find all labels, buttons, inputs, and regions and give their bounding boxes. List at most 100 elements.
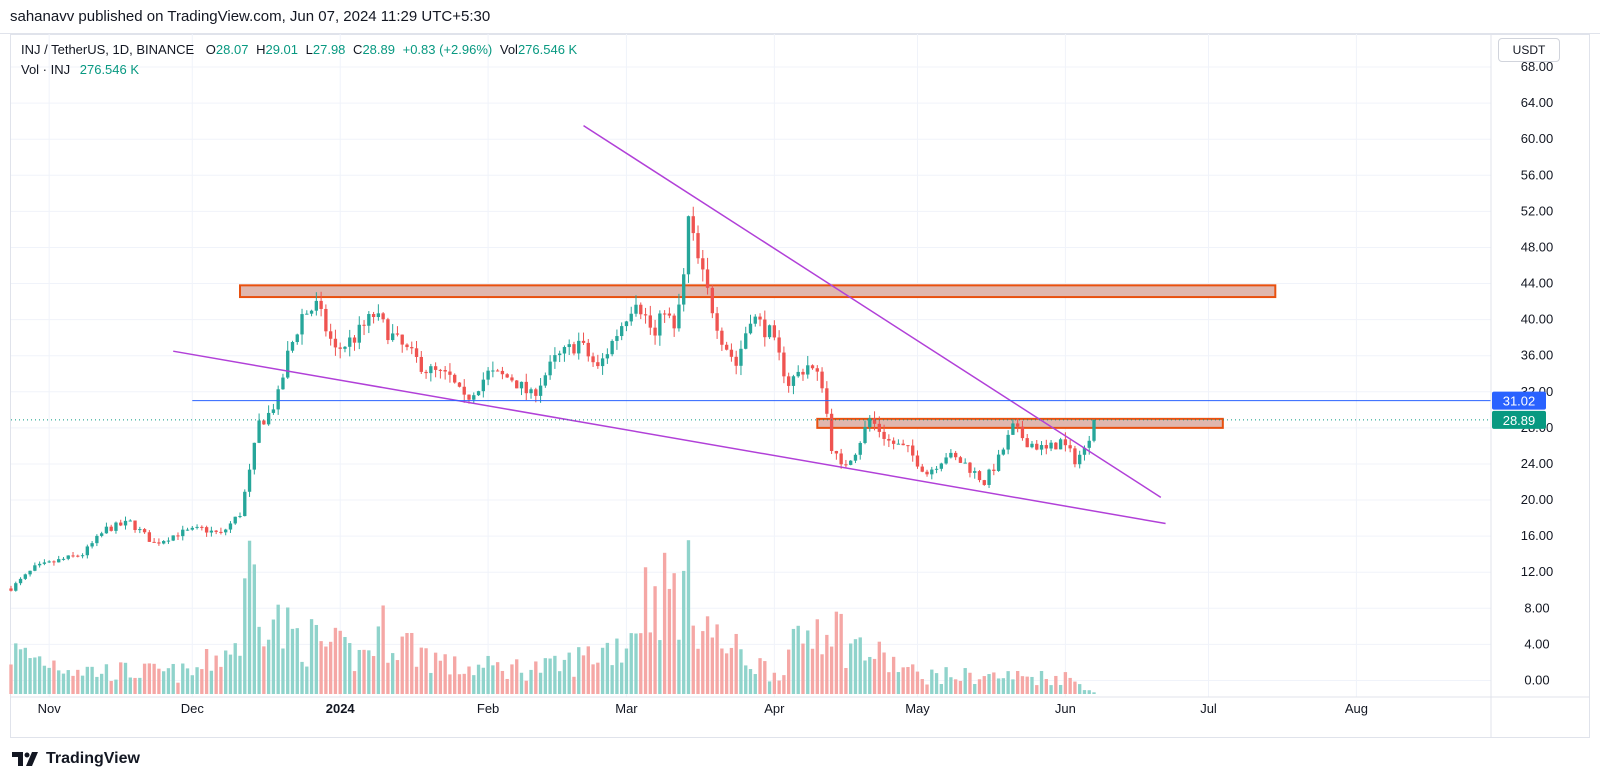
candle-body xyxy=(763,319,767,338)
candle-body xyxy=(772,325,777,338)
candle-body xyxy=(977,471,982,481)
volume-bar xyxy=(868,656,872,694)
candle-body xyxy=(992,469,996,471)
x-tick-label: Jul xyxy=(1200,701,1217,716)
y-tick-label: 0.00 xyxy=(1524,672,1549,687)
candle-body xyxy=(162,541,166,544)
y-tick-label: 24.00 xyxy=(1521,456,1554,471)
candle-body xyxy=(295,334,299,343)
y-tick-label: 40.00 xyxy=(1521,312,1554,327)
vol-row-label[interactable]: Vol · INJ xyxy=(21,62,71,77)
candle-body xyxy=(591,356,595,363)
candle-body xyxy=(61,558,66,560)
volume-bar xyxy=(171,663,175,694)
volume-bar xyxy=(629,633,633,694)
candle-body xyxy=(691,216,695,234)
volume-bar xyxy=(319,641,323,694)
vol-label: Vol xyxy=(499,42,518,57)
currency-button[interactable]: USDT xyxy=(1498,38,1560,62)
volume-bar xyxy=(829,646,834,694)
volume-bar xyxy=(405,633,409,694)
tradingview-logo[interactable]: TradingView xyxy=(12,747,140,771)
volume-bar xyxy=(295,628,299,694)
candle-body xyxy=(281,377,285,390)
candle-body xyxy=(453,374,457,383)
y-tick-label: 68.00 xyxy=(1521,59,1554,74)
trendline xyxy=(583,125,1162,498)
volume-bar xyxy=(309,619,314,694)
volume-bar xyxy=(662,552,667,694)
volume-bar xyxy=(414,666,419,694)
candle-body xyxy=(438,369,443,371)
volume-bar xyxy=(486,655,490,694)
candle-body xyxy=(271,409,276,413)
candle-body xyxy=(171,535,175,541)
candle-body xyxy=(748,323,753,334)
volume-bar xyxy=(1025,676,1029,694)
candle-body xyxy=(128,520,132,522)
low-label: L xyxy=(305,42,313,57)
volume-bar xyxy=(429,672,433,694)
volume-bar xyxy=(710,637,715,694)
volume-bar xyxy=(119,662,123,694)
volume-bar xyxy=(581,655,586,694)
volume-bar xyxy=(877,641,881,694)
candle-body xyxy=(562,347,567,354)
volume-bar xyxy=(300,661,304,694)
candle-body xyxy=(467,394,471,400)
open-value: 28.07 xyxy=(215,42,249,57)
volume-bar xyxy=(257,626,261,694)
x-tick-label: 2024 xyxy=(326,701,356,716)
volume-bar xyxy=(624,648,629,694)
candle-body xyxy=(615,336,619,341)
candle-body xyxy=(767,325,772,338)
candle-body xyxy=(1087,440,1091,448)
volume-bar xyxy=(104,664,109,694)
candle-body xyxy=(424,371,428,374)
volume-bar xyxy=(1092,692,1096,694)
volume-bar xyxy=(944,667,948,694)
candle-body xyxy=(686,216,691,275)
candle-body xyxy=(491,370,495,372)
y-tick-label: 12.00 xyxy=(1521,564,1554,579)
x-tick-label: May xyxy=(905,701,930,716)
volume-bar xyxy=(658,640,662,694)
candle-body xyxy=(190,527,194,530)
volume-bar xyxy=(1082,690,1087,694)
volume-bar xyxy=(14,643,18,694)
candle-body xyxy=(853,454,858,461)
chart-frame xyxy=(10,34,1590,738)
candle-body xyxy=(753,316,757,324)
x-tick-label: Feb xyxy=(477,701,499,716)
volume-bar xyxy=(333,627,338,694)
volume-bar xyxy=(219,666,223,694)
candle-body xyxy=(395,333,400,335)
volume-bar xyxy=(934,673,939,694)
volume-bar xyxy=(763,661,767,694)
volume-bar xyxy=(529,669,533,694)
candle-body xyxy=(786,376,791,386)
candle-body xyxy=(896,443,901,445)
x-tick-label: Mar xyxy=(615,701,638,716)
candle-body xyxy=(624,321,629,327)
candle-body xyxy=(1092,419,1096,441)
volume-bar xyxy=(76,669,80,694)
volume-bar xyxy=(753,674,757,694)
volume-bar xyxy=(667,588,672,694)
candle-body xyxy=(486,370,490,380)
symbol-label[interactable]: INJ / TetherUS, 1D, BINANCE xyxy=(21,42,195,57)
y-tick-label: 36.00 xyxy=(1521,348,1554,363)
volume-bar xyxy=(615,638,619,694)
volume-bar xyxy=(266,639,271,694)
candle-body xyxy=(801,371,805,375)
candle-body xyxy=(911,445,915,456)
volume-bar xyxy=(71,675,75,694)
candle-body xyxy=(500,370,505,375)
volume-bar xyxy=(1020,676,1025,694)
close-label: C xyxy=(353,42,363,57)
candle-body xyxy=(949,452,953,458)
candle-body xyxy=(391,333,395,341)
candle-body xyxy=(844,464,848,466)
tradingview-icon xyxy=(12,752,38,766)
